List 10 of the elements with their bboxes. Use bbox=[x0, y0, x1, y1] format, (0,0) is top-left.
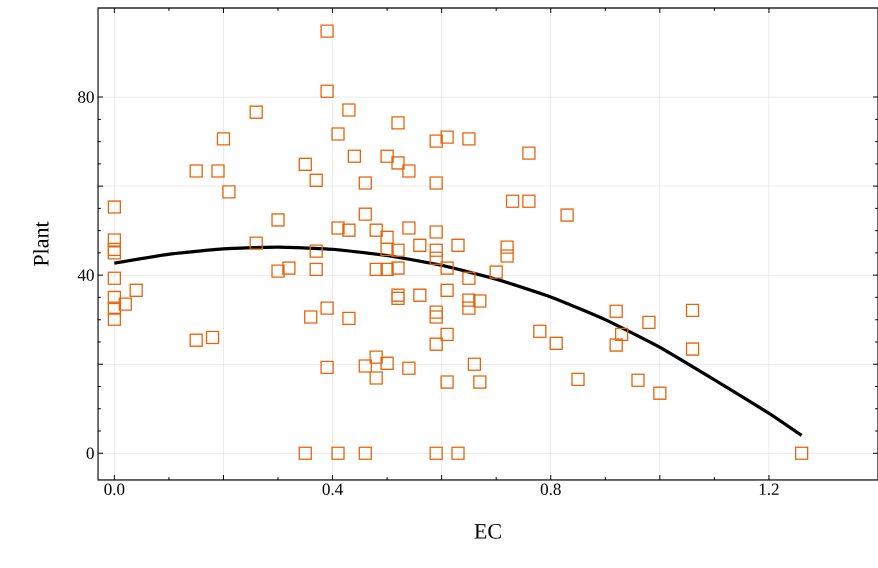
x-tick-label: 1.2 bbox=[760, 484, 779, 496]
y-tick-label: 0 bbox=[86, 448, 94, 460]
y-axis-title: Plant bbox=[33, 222, 49, 266]
x-tick-label: 0.8 bbox=[540, 484, 561, 496]
x-tick-label: 0.4 bbox=[322, 484, 343, 496]
y-tick-label: 40 bbox=[78, 269, 94, 281]
x-axis-title: EC bbox=[474, 524, 501, 539]
line-series bbox=[112, 246, 804, 438]
y-tick-label: 80 bbox=[78, 91, 94, 103]
x-tick-label: 0.0 bbox=[104, 484, 124, 496]
